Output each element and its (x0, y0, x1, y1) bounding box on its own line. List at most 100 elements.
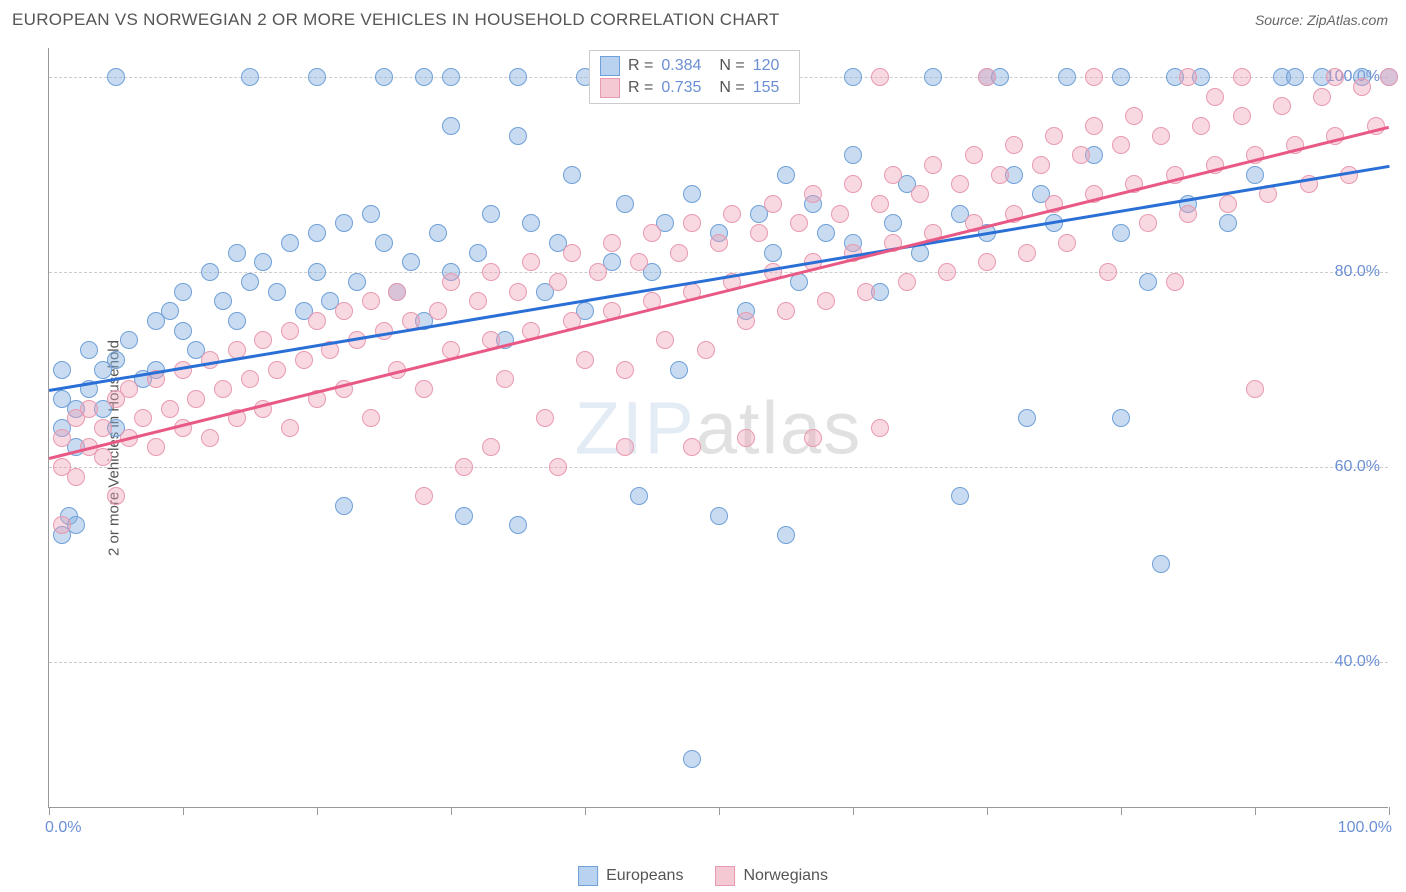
scatter-point (1233, 107, 1251, 125)
scatter-point (630, 487, 648, 505)
scatter-point (375, 234, 393, 252)
legend-swatch (600, 78, 620, 98)
scatter-point (228, 244, 246, 262)
scatter-point (924, 68, 942, 86)
stats-legend-row: R = 0.735N = 155 (600, 77, 789, 99)
x-tick (49, 807, 50, 815)
scatter-point (777, 302, 795, 320)
scatter-point (656, 331, 674, 349)
scatter-point (107, 68, 125, 86)
scatter-point (53, 516, 71, 534)
scatter-point (281, 322, 299, 340)
scatter-point (1286, 68, 1304, 86)
x-tick-label-left: 0.0% (45, 819, 81, 837)
scatter-point (697, 341, 715, 359)
r-label: R = (628, 79, 653, 97)
scatter-point (67, 468, 85, 486)
scatter-point (375, 68, 393, 86)
scatter-point (549, 273, 567, 291)
x-tick (719, 807, 720, 815)
scatter-point (764, 244, 782, 262)
scatter-point (1139, 214, 1157, 232)
scatter-point (80, 400, 98, 418)
scatter-point (335, 214, 353, 232)
scatter-point (750, 224, 768, 242)
scatter-point (1018, 244, 1036, 262)
scatter-point (134, 409, 152, 427)
scatter-point (670, 361, 688, 379)
scatter-point (683, 214, 701, 232)
scatter-point (80, 341, 98, 359)
scatter-point (1152, 127, 1170, 145)
x-tick (987, 807, 988, 815)
scatter-point (1005, 136, 1023, 154)
scatter-point (268, 361, 286, 379)
n-label: N = (719, 57, 744, 75)
trend-line (49, 126, 1390, 460)
scatter-point (1032, 156, 1050, 174)
scatter-point (603, 234, 621, 252)
scatter-point (536, 409, 554, 427)
scatter-point (884, 214, 902, 232)
scatter-point (214, 380, 232, 398)
scatter-point (308, 312, 326, 330)
scatter-point (965, 146, 983, 164)
scatter-point (442, 273, 460, 291)
scatter-point (723, 205, 741, 223)
scatter-point (549, 458, 567, 476)
scatter-point (201, 429, 219, 447)
scatter-point (616, 195, 634, 213)
scatter-point (804, 429, 822, 447)
scatter-point (335, 302, 353, 320)
y-tick-label: 80.0% (1335, 263, 1380, 281)
scatter-point (1273, 97, 1291, 115)
scatter-point (978, 253, 996, 271)
scatter-point (1353, 78, 1371, 96)
x-tick (853, 807, 854, 815)
scatter-point (295, 351, 313, 369)
scatter-point (522, 253, 540, 271)
scatter-point (1219, 195, 1237, 213)
scatter-point (509, 68, 527, 86)
scatter-point (643, 224, 661, 242)
scatter-point (1112, 68, 1130, 86)
scatter-point (455, 458, 473, 476)
scatter-point (281, 234, 299, 252)
scatter-point (509, 127, 527, 145)
scatter-point (844, 175, 862, 193)
scatter-point (415, 68, 433, 86)
scatter-point (469, 244, 487, 262)
scatter-point (616, 438, 634, 456)
scatter-point (308, 224, 326, 242)
scatter-point (281, 419, 299, 437)
scatter-point (871, 68, 889, 86)
n-value: 155 (753, 79, 780, 97)
legend-label: Europeans (606, 867, 683, 884)
scatter-point (509, 283, 527, 301)
chart-container: 2 or more Vehicles in Household ZIPatlas… (0, 38, 1406, 858)
scatter-point (1179, 68, 1197, 86)
scatter-point (1139, 273, 1157, 291)
watermark-bold: ZIP (575, 386, 696, 469)
scatter-point (53, 361, 71, 379)
scatter-point (1246, 380, 1264, 398)
scatter-point (790, 214, 808, 232)
scatter-point (509, 516, 527, 534)
scatter-point (1058, 68, 1076, 86)
scatter-point (362, 205, 380, 223)
scatter-point (402, 253, 420, 271)
scatter-point (710, 507, 728, 525)
scatter-point (1380, 68, 1398, 86)
scatter-point (522, 214, 540, 232)
scatter-point (161, 302, 179, 320)
r-label: R = (628, 57, 653, 75)
scatter-point (576, 351, 594, 369)
x-tick (451, 807, 452, 815)
scatter-point (442, 117, 460, 135)
scatter-point (737, 429, 755, 447)
scatter-point (589, 263, 607, 281)
x-tick (585, 807, 586, 815)
stats-legend-row: R = 0.384N = 120 (600, 55, 789, 77)
scatter-point (254, 253, 272, 271)
scatter-point (187, 390, 205, 408)
